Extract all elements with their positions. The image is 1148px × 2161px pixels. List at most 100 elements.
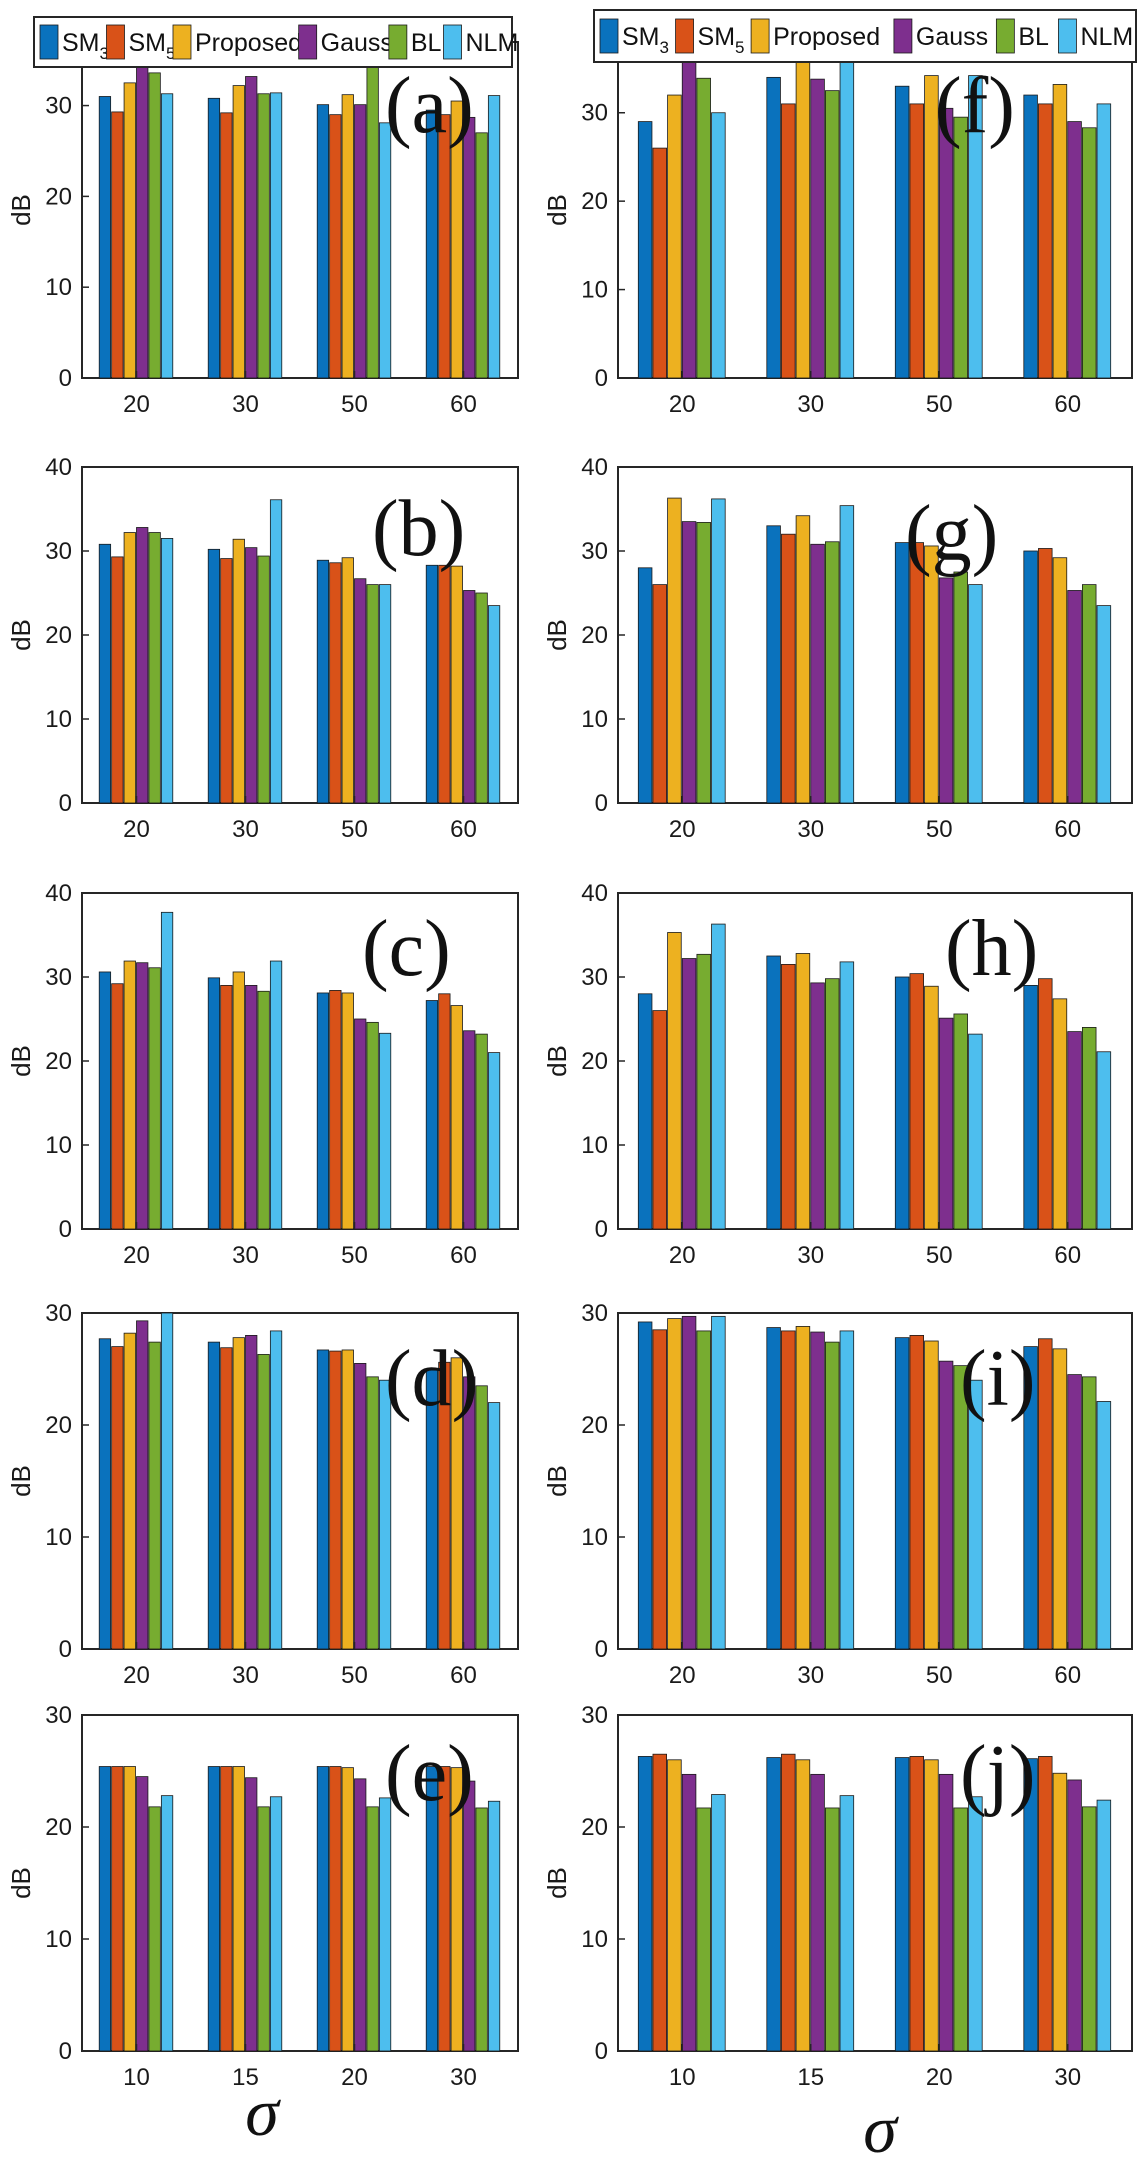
legend-swatch-sm3 [39,24,59,60]
bar-gauss-20 [681,1315,697,1650]
bar-bl-60 [475,592,488,804]
bar-proposed-15 [232,1766,245,2052]
bar-gauss-30 [245,985,258,1230]
bar-bl-20 [696,77,711,379]
bar-sm5-20 [652,1329,668,1650]
bar-gauss-60 [463,116,476,379]
y-axis-label: dB [542,619,572,651]
x-tick-label: 20 [123,1242,150,1269]
x-tick-label: 30 [232,391,259,418]
bar-gauss-30 [810,982,825,1230]
bar-proposed-15 [795,1759,811,2052]
bar-gauss-20 [681,521,697,804]
panel-label: (i) [960,1335,1036,1423]
bar-sm5-50 [329,1350,342,1650]
bar-gauss-15 [245,1777,258,2052]
bar-sm5-30 [220,985,233,1230]
bar-sm3-10 [98,1766,112,2052]
x-axis-label-sigma-left: σ [245,2074,281,2150]
panel-label: (j) [960,1730,1036,1818]
bar-proposed-30 [1052,1772,1068,2052]
panel-label: (h) [945,905,1038,993]
y-tick-label: 0 [595,2038,608,2065]
bar-sm3-60 [425,1368,439,1650]
y-tick-label: 30 [581,1702,608,1729]
bar-proposed-60 [1052,557,1068,804]
x-tick-label: 30 [232,1242,259,1269]
bar-sm5-30 [220,112,233,379]
bar-sm3-60 [1023,1346,1038,1650]
bar-nlm-30 [1096,1799,1112,2052]
bar-sm5-20 [111,556,124,804]
panel-label: (d) [385,1335,478,1423]
bar-sm5-15 [781,1753,796,2052]
x-tick-label: 60 [450,1242,477,1269]
legend-label-bl: BL [411,29,442,57]
y-tick-label: 40 [45,880,72,907]
y-tick-label: 10 [581,1926,608,1953]
bar-proposed-20 [667,1318,682,1650]
x-tick-label: 60 [450,816,477,843]
legend-swatch-sm3 [599,18,619,54]
bar-sm3-30 [766,76,781,379]
legend-label-gauss: Gauss [916,23,988,51]
bar-nlm-30 [269,960,283,1230]
bar-sm3-60 [425,109,439,379]
bar-nlm-20 [711,112,726,379]
bar-sm5-50 [909,542,925,804]
y-tick-label: 0 [59,790,72,817]
y-tick-label: 30 [581,1300,608,1327]
bar-bl-50 [953,116,968,379]
chart-panel-e: 0 10 20 30 dB 10 15 20 30 (e) [6,1702,519,2091]
bar-bl-50 [366,1376,379,1650]
bar-sm3-20 [316,1766,330,2052]
bar-gauss-50 [354,1018,367,1230]
x-tick-label: 10 [123,2064,150,2091]
y-tick-label: 20 [45,1048,72,1075]
bar-bl-60 [475,1385,488,1650]
bar-bl-60 [1081,127,1097,379]
bar-bl-20 [148,72,161,379]
bar-gauss-50 [354,1363,367,1650]
bar-gauss-50 [938,1360,954,1650]
legend-swatch-nlm [1058,18,1077,54]
bar-gauss-15 [810,1773,825,2052]
bar-bl-50 [366,1021,379,1230]
bar-bl-15 [824,1807,840,2052]
bar-proposed-60 [1052,1348,1068,1650]
bar-gauss-20 [938,1773,954,2052]
bar-bl-20 [953,1807,968,2052]
chart-panel-j: 0 10 20 30 dB 10 15 20 30 (j) [542,1702,1133,2091]
bar-gauss-20 [136,527,149,804]
bar-sm5-20 [111,983,124,1230]
bar-sm5-60 [438,1361,451,1650]
chart-panel-c: 0 10 20 30 40 dB 20 30 50 60 (c) [6,880,519,1269]
y-axis-label: dB [6,619,36,651]
x-tick-label: 50 [341,816,368,843]
y-tick-label: 30 [581,964,608,991]
bar-proposed-50 [924,545,939,804]
bar-nlm-20 [711,498,726,804]
x-tick-label: 20 [669,1242,696,1269]
x-tick-label: 60 [1054,1242,1081,1269]
bar-bl-30 [257,1354,270,1650]
x-tick-label: 20 [123,816,150,843]
x-tick-label: 60 [1054,1662,1081,1689]
bar-proposed-50 [924,1340,939,1650]
bar-sm5-10 [111,1766,124,2052]
bar-proposed-60 [1052,84,1068,379]
y-tick-label: 0 [595,790,608,817]
bar-nlm-30 [269,1330,283,1650]
bar-sm3-30 [207,548,221,804]
bar-nlm-20 [160,538,174,804]
bar-sm5-60 [1038,1338,1053,1650]
bar-sm3-15 [207,1766,221,2052]
legend-swatch-gauss [298,24,318,60]
y-tick-label: 10 [45,1926,72,1953]
bar-proposed-30 [795,54,811,379]
x-tick-label: 60 [450,1662,477,1689]
legend-swatch-nlm [443,24,462,60]
y-tick-label: 40 [581,880,608,907]
bar-gauss-60 [1067,121,1082,379]
bar-sm5-30 [220,1347,233,1650]
